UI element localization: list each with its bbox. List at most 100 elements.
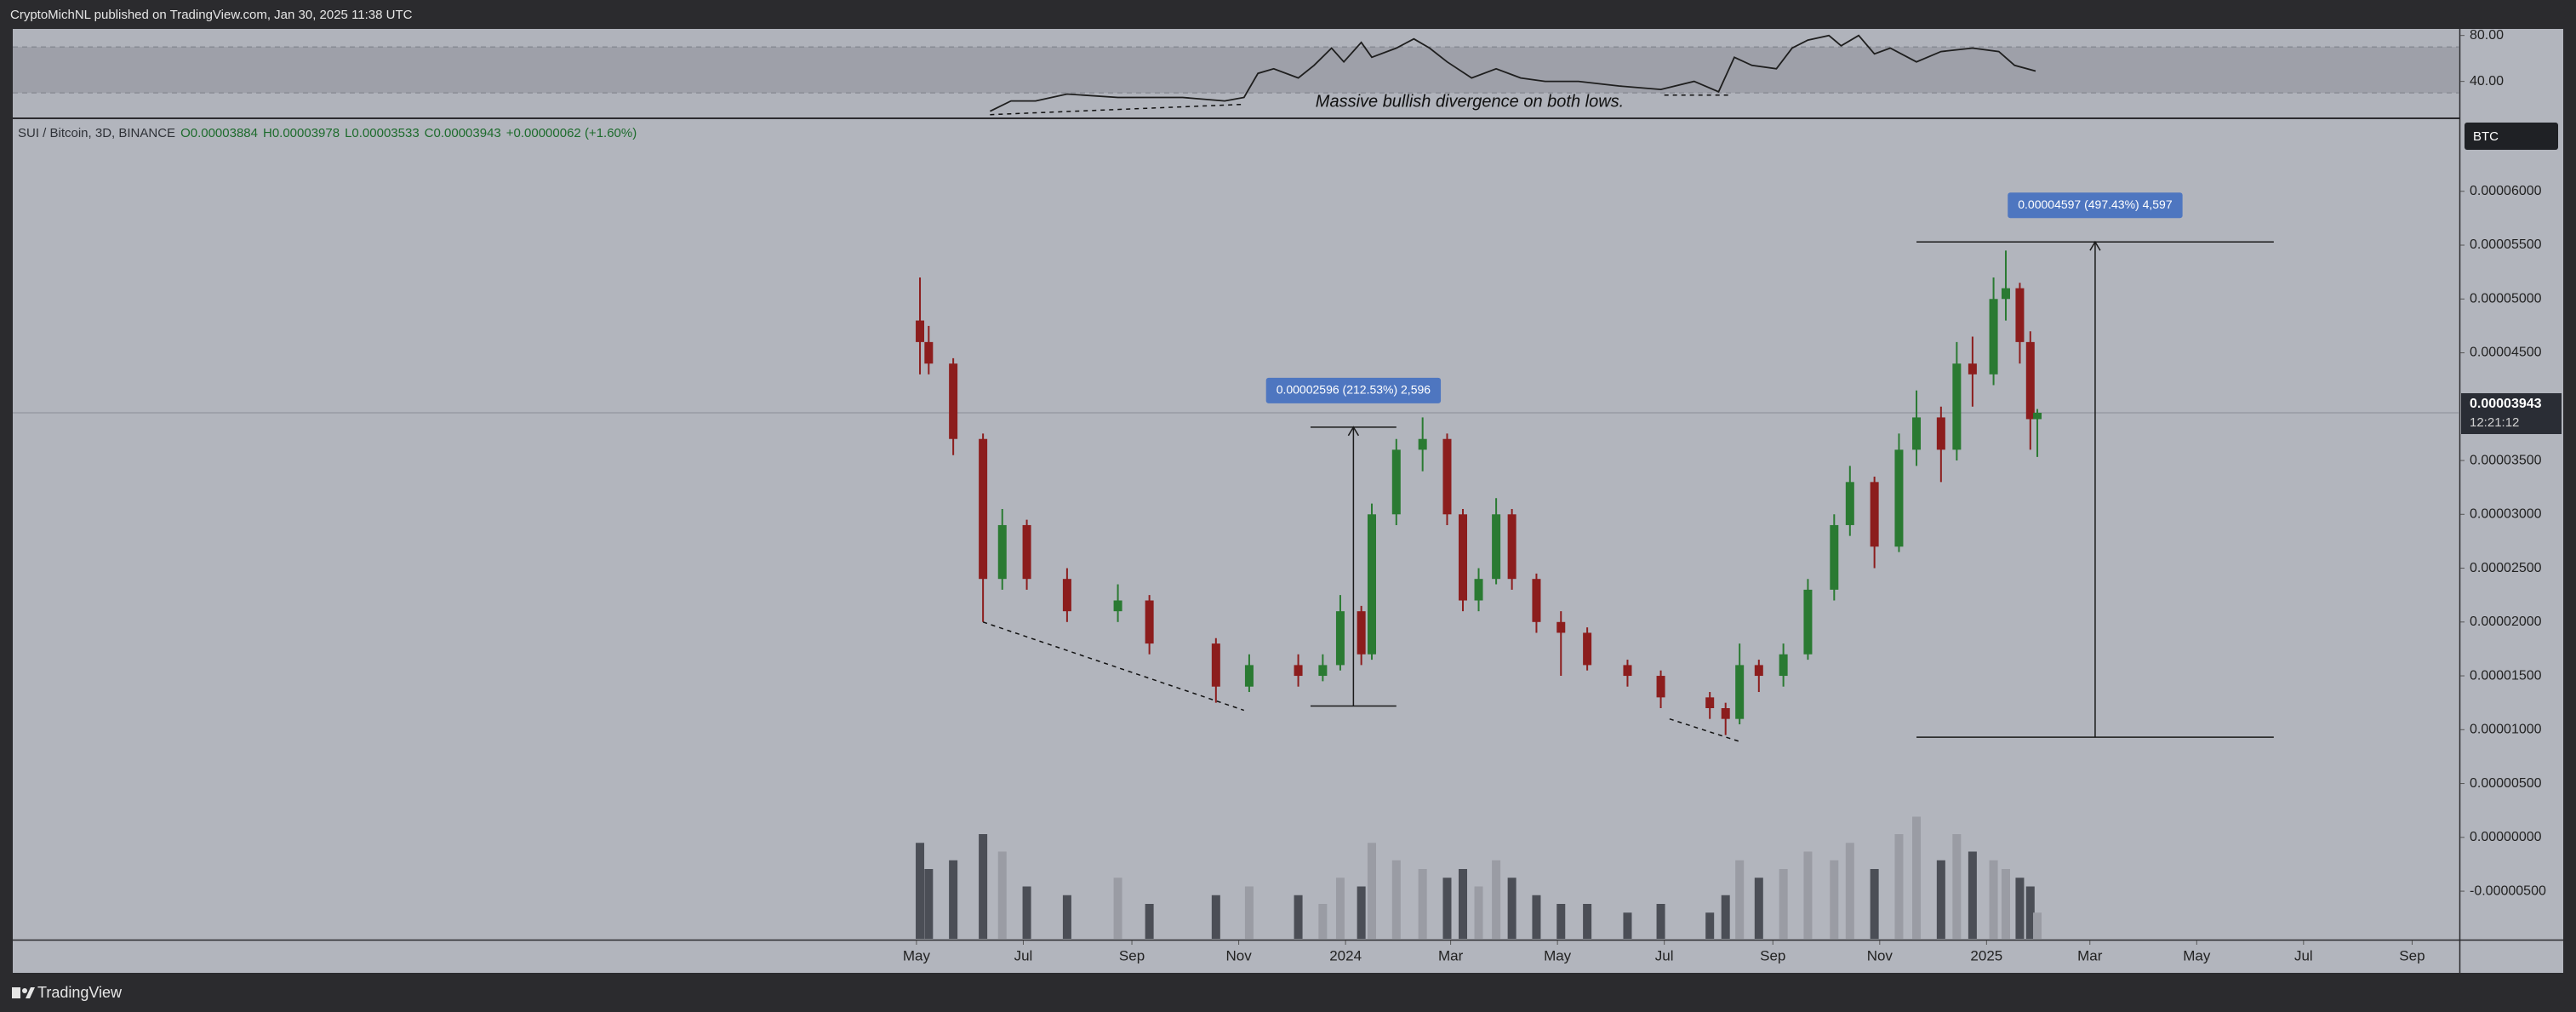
volume-bar (1113, 878, 1122, 939)
volume-bar (1532, 895, 1541, 939)
x-tick-label: Mar (2077, 947, 2103, 963)
volume-bar (1318, 904, 1328, 939)
volume-bar (1507, 878, 1516, 939)
volume-bar (1492, 860, 1501, 939)
ohlc: H0.00003978 (262, 126, 340, 140)
y-tick-label: 0.00003000 (2470, 507, 2542, 522)
volume-bar (1912, 816, 1922, 939)
candle-body (1442, 438, 1452, 515)
volume-bar (1062, 895, 1071, 939)
ohlc: C0.00003943 (424, 126, 501, 140)
volume-bar (2025, 886, 2035, 939)
volume-bar (1894, 834, 1904, 939)
volume-bar (1459, 869, 1468, 939)
candle-body (1145, 600, 1154, 644)
candle-body (1870, 482, 1879, 547)
trendline (982, 621, 1245, 712)
volume-bar (1968, 851, 1977, 939)
candle-body (1244, 665, 1254, 687)
y-tick-label: 0.00002500 (2470, 561, 2542, 575)
candle-body (1357, 611, 1366, 655)
candle-body (1894, 449, 1904, 547)
volume-bar (1367, 843, 1376, 939)
candle-body (979, 438, 988, 580)
volume-bar (1735, 860, 1745, 939)
candle-body (1735, 665, 1745, 719)
candle-body (1721, 708, 1730, 719)
y-tick-label: 0.00005500 (2470, 237, 2542, 252)
candle-body (1830, 524, 1839, 590)
candle-body (1845, 482, 1854, 525)
volume-bar (1656, 904, 1665, 939)
candle-body (1656, 676, 1665, 698)
candle-body (1062, 579, 1071, 612)
y-tick-label: 0.00005000 (2470, 291, 2542, 306)
x-tick-label: Sep (1119, 947, 1145, 963)
volume-bar (1721, 895, 1730, 939)
volume-bar (1244, 886, 1254, 939)
y-tick-label: 0.00001500 (2470, 668, 2542, 683)
symbol: SUI / Bitcoin, 3D, BINANCE (18, 126, 176, 140)
volume-bar (1623, 912, 1632, 939)
ohlc: +0.00000062 (+1.60%) (505, 126, 637, 140)
volume-bar (1357, 886, 1366, 939)
volume-bar (2001, 869, 2010, 939)
measure-label-box (2008, 192, 2183, 219)
candle-body (1952, 363, 1962, 450)
volume-bar (1294, 895, 1303, 939)
candle-body (1391, 449, 1401, 515)
volume-bar (1870, 869, 1879, 939)
rsi-annotation: Massive bullish divergence on both lows. (1316, 92, 1624, 111)
x-tick-label: Sep (1760, 947, 1785, 963)
volume-bar (1418, 869, 1427, 939)
y-tick-label: 80.00 (2470, 28, 2504, 43)
y-tick-label: 0.00001000 (2470, 723, 2542, 737)
currency-box (2465, 123, 2558, 150)
volume-bar (924, 869, 934, 939)
volume-bar (1335, 878, 1345, 939)
candle-body (2025, 341, 2035, 420)
candle-body (1779, 654, 1788, 677)
candle-body (1583, 632, 1592, 666)
x-tick-label: Jul (1655, 947, 1674, 963)
volume-bar (2033, 912, 2042, 939)
x-tick-label: May (1544, 947, 1572, 963)
volume-bar (1442, 878, 1452, 939)
volume-bar (1583, 904, 1592, 939)
y-tick-label: 0.00003500 (2470, 453, 2542, 467)
y-tick-label: 0.00006000 (2470, 184, 2542, 198)
volume-bar (916, 843, 925, 939)
measure-arrow-head (2089, 240, 2101, 251)
x-tick-label: May (903, 947, 931, 963)
x-tick-label: 2024 (1329, 947, 1362, 963)
candle-body (1705, 697, 1715, 709)
volume-bar (1936, 860, 1945, 939)
volume-bar (1022, 886, 1031, 939)
candle-body (1335, 611, 1345, 666)
volume-bar (1952, 834, 1962, 939)
candle-body (1532, 579, 1541, 622)
candle-body (1459, 514, 1468, 601)
x-tick-label: May (2183, 947, 2211, 963)
volume-bar (2015, 878, 2025, 939)
x-tick-label: 2025 (1970, 947, 2002, 963)
candle-body (1556, 621, 1566, 633)
y-tick-label: 0.00004500 (2470, 346, 2542, 360)
volume-bar (1391, 860, 1401, 939)
measure-label: 0.00002596 (212.53%) 2,596 (1277, 383, 1431, 397)
ohlc: L0.00003533 (345, 126, 420, 140)
x-tick-label: Jul (2294, 947, 2313, 963)
footer-logo (12, 987, 35, 998)
rsi-band (13, 47, 2459, 94)
x-tick-label: Mar (1438, 947, 1464, 963)
volume-bar (1779, 869, 1788, 939)
y-tick-label: 0.00002000 (2470, 615, 2542, 629)
volume-bar (1474, 886, 1483, 939)
x-tick-label: Nov (1867, 947, 1893, 963)
volume-bar (1845, 843, 1854, 939)
volume-bar (1803, 851, 1813, 939)
volume-bar (997, 851, 1007, 939)
candle-body (924, 341, 934, 364)
candle-body (2015, 288, 2025, 342)
